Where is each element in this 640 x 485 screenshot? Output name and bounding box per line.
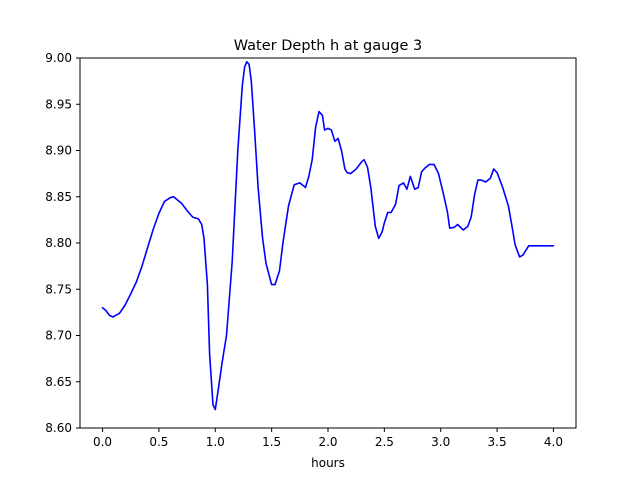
x-tick-label: 0.5 [149,435,168,449]
x-axis: 0.0 0.5 1.0 1.5 2.0 2.5 3.0 3.5 4.0 [93,428,563,449]
x-axis-label: hours [311,456,345,470]
y-tick-label: 8.60 [45,421,72,435]
y-tick-label: 8.85 [45,190,72,204]
chart-title: Water Depth h at gauge 3 [234,38,422,54]
x-tick-label: 2.0 [318,435,337,449]
y-tick-label: 8.75 [45,282,72,296]
y-tick-label: 8.70 [45,329,72,343]
y-tick-label: 9.00 [45,51,72,65]
x-tick-label: 3.0 [431,435,450,449]
x-tick-label: 3.5 [488,435,507,449]
y-tick-label: 8.90 [45,144,72,158]
plot-frame [79,57,577,429]
x-tick-label: 0.0 [93,435,112,449]
y-tick-label: 8.95 [45,97,72,111]
y-tick-label: 8.65 [45,375,72,389]
y-axis: 8.60 8.65 8.70 8.75 8.80 8.85 8.90 8.95 9.00 [45,51,80,435]
x-tick-label: 1.0 [206,435,225,449]
water-depth-line [101,60,555,411]
y-tick-label: 8.80 [45,236,72,250]
plot-area [101,60,555,411]
x-tick-label: 4.0 [544,435,563,449]
x-tick-label: 1.5 [262,435,281,449]
x-tick-label: 2.5 [375,435,394,449]
